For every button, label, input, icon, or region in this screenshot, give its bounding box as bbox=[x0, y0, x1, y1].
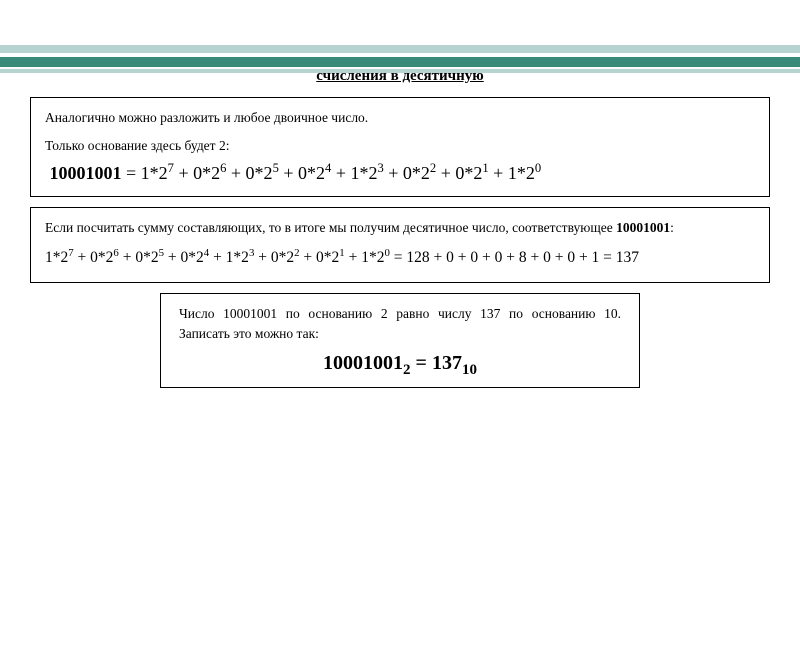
calc-p1: Если посчитать сумму составляющих, то в … bbox=[45, 218, 755, 238]
calc-p1a: Если посчитать сумму составляющих, то в … bbox=[45, 220, 616, 235]
result-p1: Число 10001001 по основанию 2 равно числ… bbox=[179, 304, 621, 343]
calc-expansion: 1*27 + 0*26 + 0*25 + 0*24 + 1*23 + 0*22 … bbox=[45, 249, 390, 266]
calc-tail: = 128 + 0 + 0 + 0 + 8 + 0 + 0 + 1 = 137 bbox=[390, 249, 639, 266]
header-bar-light2 bbox=[0, 69, 800, 73]
intro-p2: Только основание здесь будет 2: bbox=[45, 136, 755, 156]
header-decoration bbox=[0, 45, 800, 73]
intro-formula: 10001001 = 1*27 + 0*26 + 0*25 + 0*24 + 1… bbox=[45, 163, 755, 184]
intro-p1: Аналогично можно разложить и любое двоич… bbox=[45, 108, 755, 128]
result-sub1: 2 bbox=[403, 362, 411, 378]
result-bin: 10001001 bbox=[323, 352, 403, 374]
box-result: Число 10001001 по основанию 2 равно числ… bbox=[160, 293, 640, 387]
calc-p1c: : bbox=[670, 220, 674, 235]
result-eq: = 137 bbox=[411, 352, 462, 374]
header-bar-dark bbox=[0, 57, 800, 67]
formula-expansion: = 1*27 + 0*26 + 0*25 + 0*24 + 1*23 + 0*2… bbox=[126, 163, 541, 183]
box-calc: Если посчитать сумму составляющих, то в … bbox=[30, 207, 770, 283]
box-intro: Аналогично можно разложить и любое двоич… bbox=[30, 97, 770, 197]
result-sub2: 10 bbox=[462, 362, 477, 378]
calc-p1b: 10001001 bbox=[616, 220, 670, 235]
calc-formula: 1*27 + 0*26 + 0*25 + 0*24 + 1*23 + 0*22 … bbox=[45, 246, 755, 271]
header-bar-light bbox=[0, 45, 800, 53]
binary-number: 10001001 bbox=[50, 163, 122, 183]
result-equation: 100010012 = 13710 bbox=[179, 352, 621, 375]
